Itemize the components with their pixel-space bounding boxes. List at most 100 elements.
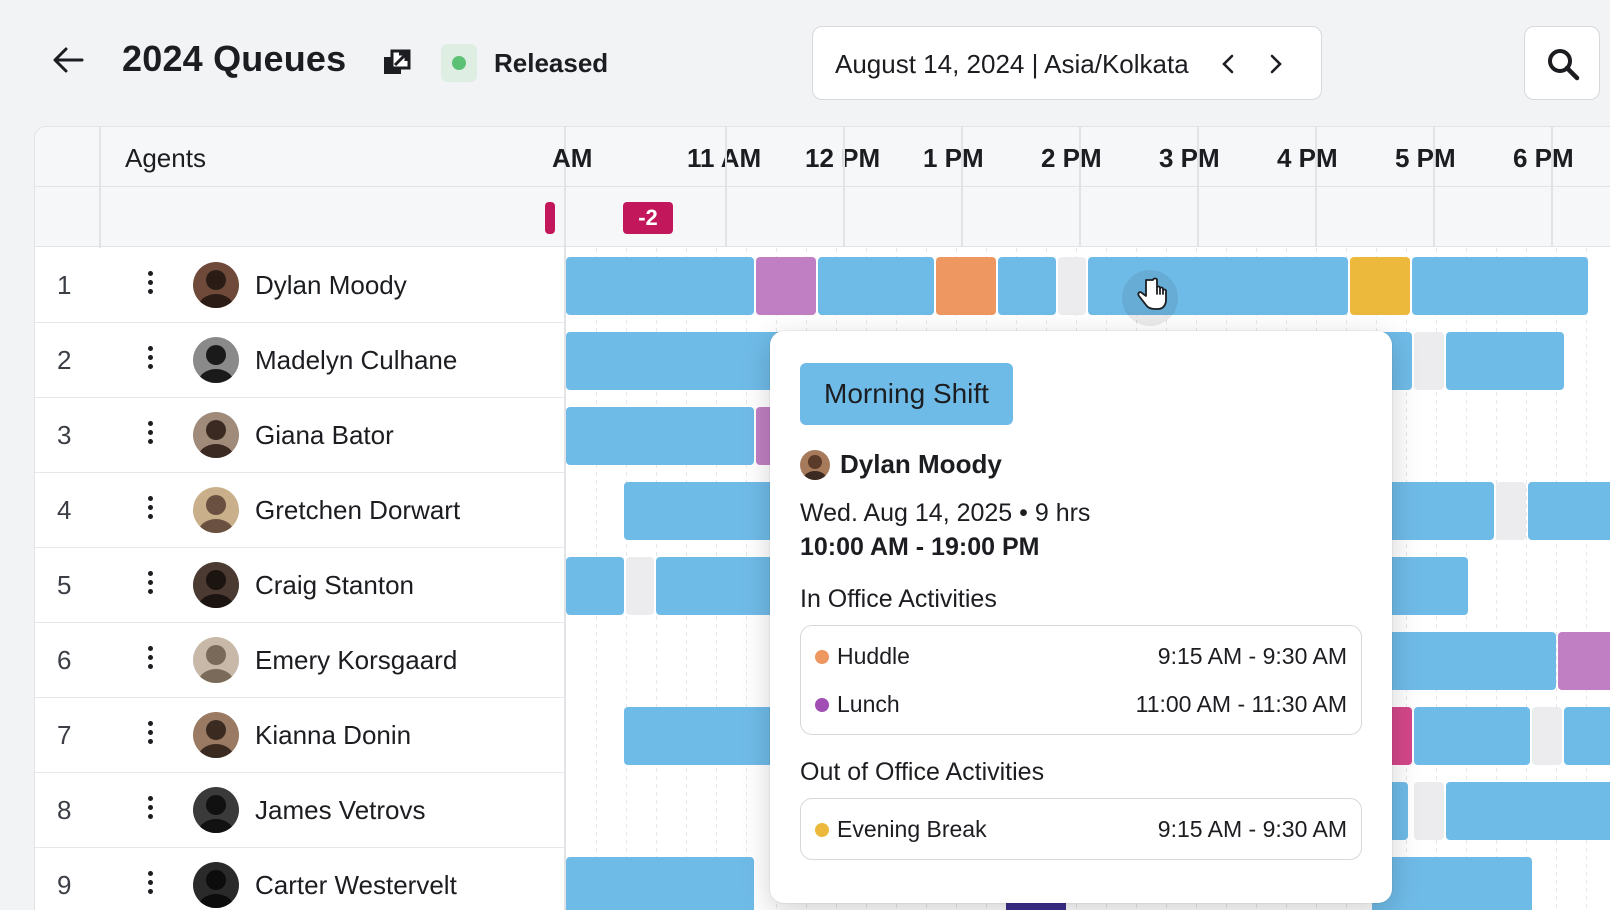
more-options-icon[interactable] [143, 268, 157, 300]
schedule-block-idle[interactable] [1414, 332, 1444, 390]
schedule-block-shift[interactable] [1088, 257, 1348, 315]
schedule-block-shift[interactable] [624, 482, 784, 540]
column-divider [564, 127, 566, 910]
row-number: 7 [57, 720, 72, 750]
more-options-icon[interactable] [143, 718, 157, 750]
row-number: 6 [57, 645, 72, 675]
row-number: 5 [57, 570, 72, 600]
in-office-activities: Huddle 9:15 AM - 9:30 AM Lunch 11:00 AM … [800, 625, 1362, 735]
chevron-left-icon[interactable] [1217, 51, 1241, 77]
schedule-block-idle[interactable] [626, 557, 654, 615]
time-column-label: 3 PM [1159, 143, 1220, 173]
back-arrow-icon [53, 47, 84, 73]
schedule-block-shift[interactable] [998, 257, 1056, 315]
chevron-right-icon[interactable] [1263, 51, 1287, 77]
activity-name: Lunch [837, 691, 900, 717]
tooltip-date: Wed. Aug 14, 2025 • 9 hrs [800, 499, 1091, 527]
agent-row[interactable]: 6 Emery Korsgaard [35, 623, 564, 698]
avatar [193, 712, 239, 758]
activity-time: 11:00 AM - 11:30 AM [1135, 691, 1347, 717]
schedule-block-lunch[interactable] [756, 257, 816, 315]
agent-row[interactable]: 3 Giana Bator [35, 398, 564, 473]
external-link-icon[interactable] [382, 48, 412, 78]
schedule-block-shift[interactable] [1528, 482, 1610, 540]
schedule-block-lunch[interactable] [1558, 632, 1610, 690]
schedule-block-shift[interactable] [818, 257, 934, 315]
agent-name: Emery Korsgaard [255, 645, 458, 675]
schedule-block-shift[interactable] [1564, 707, 1610, 765]
more-options-icon[interactable] [143, 793, 157, 825]
schedule-block-huddle[interactable] [936, 257, 996, 315]
agent-row[interactable]: 9 Carter Westervelt [35, 848, 564, 910]
avatar [800, 449, 830, 480]
schedule-block-shift[interactable] [1446, 782, 1610, 840]
row-number: 2 [57, 345, 72, 375]
coverage-badge[interactable]: -2 [623, 202, 673, 234]
grid-summary-row [35, 187, 1610, 247]
time-guide [1586, 248, 1587, 910]
avatar [193, 562, 239, 608]
column-divider [961, 127, 963, 247]
more-options-icon[interactable] [143, 568, 157, 600]
schedule-block-shift[interactable] [1414, 707, 1530, 765]
activity-time: 9:15 AM - 9:30 AM [1157, 643, 1347, 669]
agent-row[interactable]: 4 Gretchen Dorwart [35, 473, 564, 548]
schedule-block-shift[interactable] [1372, 632, 1556, 690]
time-column-label: 5 PM [1395, 143, 1456, 173]
agent-name: Giana Bator [255, 420, 394, 450]
schedule-block-idle[interactable] [1058, 257, 1086, 315]
schedule-block-evening-break[interactable] [1350, 257, 1410, 315]
schedule-block-shift[interactable] [1412, 257, 1588, 315]
avatar [193, 337, 239, 383]
activity-name: Huddle [837, 643, 910, 669]
row-number: 4 [57, 495, 72, 525]
agent-row[interactable]: 5 Craig Stanton [35, 548, 564, 623]
tooltip-agent-name: Dylan Moody [840, 449, 1002, 479]
more-options-icon[interactable] [143, 418, 157, 450]
column-divider [1079, 127, 1081, 247]
schedule-block-shift[interactable] [1372, 857, 1532, 910]
avatar [193, 412, 239, 458]
schedule-block-shift[interactable] [566, 332, 786, 390]
coverage-badge-partial [545, 202, 555, 234]
back-button[interactable] [48, 40, 88, 80]
schedule-block-shift[interactable] [566, 257, 754, 315]
hand-cursor-icon [1122, 268, 1182, 328]
agents-column-header: Agents [125, 143, 206, 173]
schedule-block-shift[interactable] [1446, 332, 1564, 390]
row-number: 9 [57, 870, 72, 900]
time-guide [1556, 248, 1557, 910]
agent-row[interactable]: 2 Madelyn Culhane [35, 323, 564, 398]
agent-row[interactable]: 8 James Vetrovs [35, 773, 564, 848]
activity-row: Huddle 9:15 AM - 9:30 AM [815, 641, 1347, 671]
tooltip-agent: Dylan Moody [800, 449, 1002, 480]
time-guide [1526, 248, 1527, 910]
schedule-block-shift[interactable] [566, 557, 624, 615]
avatar [193, 787, 239, 833]
more-options-icon[interactable] [143, 868, 157, 900]
date-picker[interactable]: August 14, 2024 | Asia/Kolkata [812, 26, 1322, 100]
more-options-icon[interactable] [143, 643, 157, 675]
search-icon [1548, 49, 1580, 81]
shift-name-pill: Morning Shift [800, 363, 1013, 425]
schedule-block-shift[interactable] [566, 857, 754, 910]
schedule-block-idle[interactable] [1532, 707, 1562, 765]
column-divider [725, 127, 727, 247]
schedule-block-idle[interactable] [1414, 782, 1444, 840]
schedule-block-idle[interactable] [1496, 482, 1526, 540]
out-office-activities: Evening Break 9:15 AM - 9:30 AM [800, 798, 1362, 860]
more-options-icon[interactable] [143, 343, 157, 375]
schedule-block-shift[interactable] [566, 407, 754, 465]
agent-row[interactable]: 1 Dylan Moody [35, 248, 564, 323]
agent-row[interactable]: 7 Kianna Donin [35, 698, 564, 773]
agent-name: Madelyn Culhane [255, 345, 458, 375]
time-column-label: 11 AM [687, 143, 762, 173]
schedule-block-shift[interactable] [624, 707, 794, 765]
activity-color-icon [815, 698, 829, 712]
avatar [193, 862, 239, 908]
out-office-title: Out of Office Activities [800, 758, 1045, 786]
page-title: 2024 Queues [122, 38, 347, 79]
agent-name: Gretchen Dorwart [255, 495, 461, 525]
search-button[interactable] [1524, 26, 1600, 100]
more-options-icon[interactable] [143, 493, 157, 525]
